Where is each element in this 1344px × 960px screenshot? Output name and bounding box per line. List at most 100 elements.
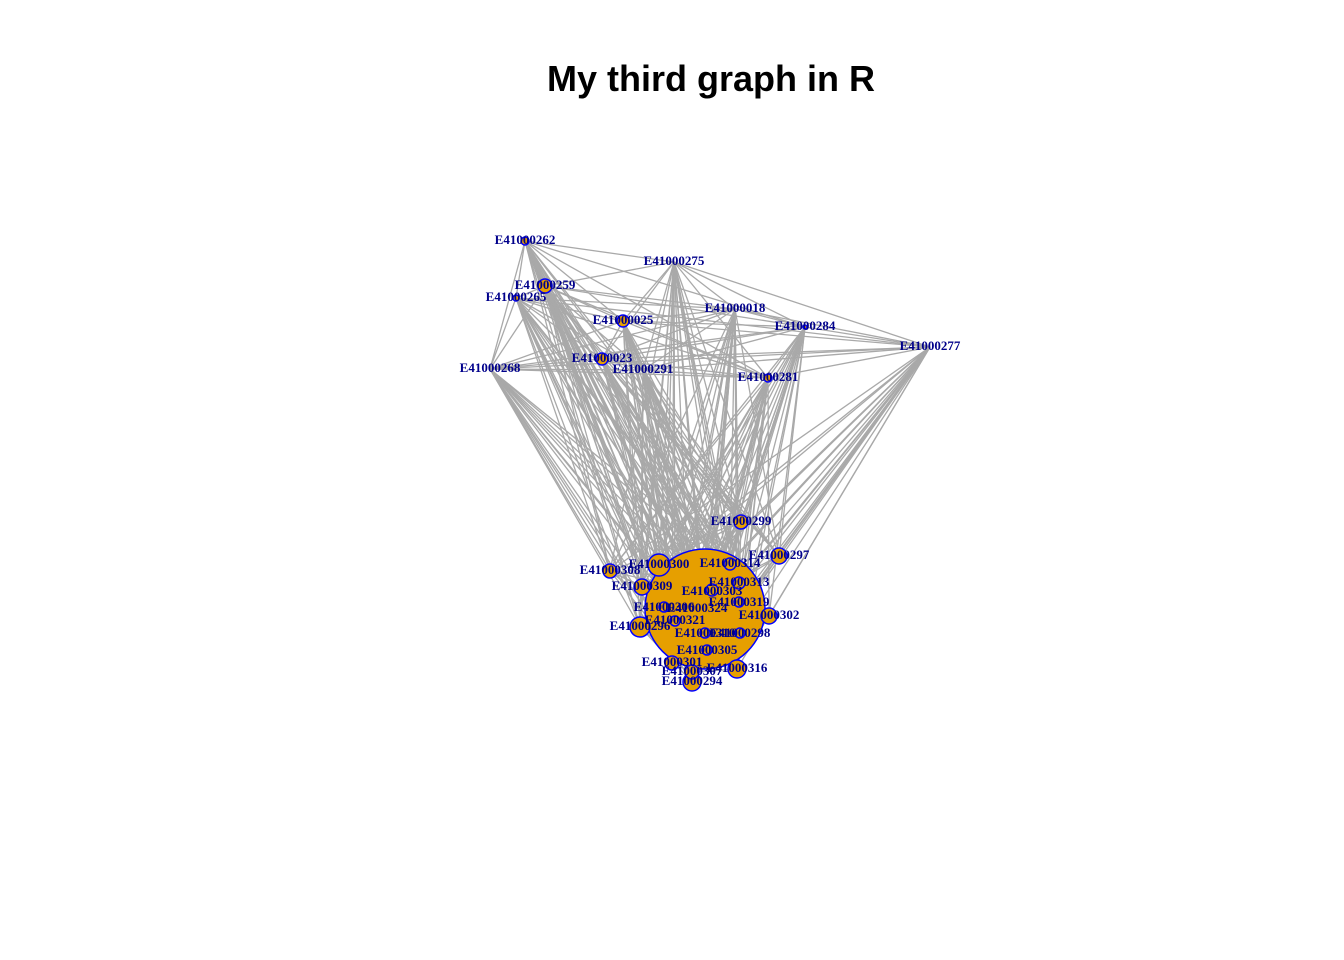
edge xyxy=(658,346,931,566)
node-label: E41000023 xyxy=(572,350,633,365)
edge xyxy=(734,308,806,328)
edge xyxy=(642,326,806,371)
node-label: E41000308 xyxy=(580,562,641,577)
node-label: E41000316 xyxy=(707,660,768,675)
edge xyxy=(768,326,806,617)
node-label: E41000303 xyxy=(682,583,743,598)
edge xyxy=(734,308,931,348)
edge xyxy=(609,521,742,572)
node-label: E41000324 xyxy=(667,600,728,615)
node-E41000308 xyxy=(602,563,618,579)
node-label: E41000300 xyxy=(629,556,690,571)
node-E41000262 xyxy=(520,236,530,246)
node-label: E41000297 xyxy=(749,547,810,562)
edge xyxy=(489,240,526,370)
edge xyxy=(622,320,769,379)
edge xyxy=(524,240,675,263)
node-label: E41000305 xyxy=(677,642,738,657)
edge xyxy=(489,326,806,370)
graph-title: My third graph in R xyxy=(547,58,875,99)
node-label: E41000262 xyxy=(495,232,556,247)
node-label: E41000284 xyxy=(775,318,836,333)
edge xyxy=(622,320,643,588)
node-E41000303 xyxy=(705,583,719,597)
node-E41000309 xyxy=(633,578,651,596)
node-label: E41000301 xyxy=(642,654,703,669)
edge xyxy=(524,240,806,328)
edge xyxy=(601,346,931,360)
node-label: E41000277 xyxy=(900,338,961,353)
node-label: E41000265 xyxy=(486,289,547,304)
edge xyxy=(515,297,931,348)
edge xyxy=(489,368,643,588)
node-E41000023 xyxy=(595,352,609,366)
edge xyxy=(641,377,769,588)
edge xyxy=(544,285,736,310)
node-label: E41000307 xyxy=(662,663,723,678)
edge xyxy=(489,368,740,584)
node-label: E41000259 xyxy=(515,277,576,292)
node-label: E41000309 xyxy=(612,578,673,593)
node-label: E41000321 xyxy=(645,612,706,627)
edge xyxy=(804,326,931,348)
node-label: E41000281 xyxy=(738,369,799,384)
node-E41000310 xyxy=(699,627,711,639)
edge xyxy=(767,377,770,617)
node-E41000297 xyxy=(770,547,788,565)
edge xyxy=(489,297,517,370)
edge xyxy=(642,369,742,523)
node-E41000284 xyxy=(802,324,808,330)
node-E41000305 xyxy=(701,644,713,656)
node-E41000298 xyxy=(734,627,746,639)
node-layer xyxy=(512,236,808,692)
edge xyxy=(489,368,731,565)
node-E41000302 xyxy=(760,607,778,625)
node-E41000314 xyxy=(723,557,737,571)
edge xyxy=(642,369,780,557)
edge xyxy=(673,261,806,328)
node-label: E41000310 xyxy=(675,625,736,640)
node-label: E41000319 xyxy=(709,594,770,609)
edge xyxy=(489,368,713,591)
edge xyxy=(673,261,931,348)
edge xyxy=(673,261,736,310)
node-E41000299 xyxy=(733,514,749,530)
node-E41000296 xyxy=(629,616,651,638)
node-label: E41000018 xyxy=(705,300,766,315)
edge xyxy=(489,368,641,628)
node-E41000313 xyxy=(732,576,746,590)
node-label: E41000313 xyxy=(709,574,770,589)
node-E41000281 xyxy=(763,373,773,383)
edge xyxy=(658,308,736,566)
node-E41000316 xyxy=(727,659,747,679)
node-E41000307 xyxy=(684,664,700,680)
node-label: E41000025 xyxy=(593,312,654,327)
node-E41000319 xyxy=(733,596,745,608)
node-E41000025 xyxy=(616,314,630,328)
edge xyxy=(601,261,675,360)
edge xyxy=(544,261,675,287)
node-label: E41000314 xyxy=(700,555,761,570)
node-label: E41000268 xyxy=(460,360,521,375)
node-label: E41000296 xyxy=(610,618,671,633)
edge xyxy=(642,346,931,371)
node-E41000301 xyxy=(664,655,680,671)
edge xyxy=(642,369,740,584)
edge xyxy=(673,261,769,379)
node-label: E41000294 xyxy=(662,673,723,688)
edge xyxy=(739,346,931,634)
node-E41000259 xyxy=(537,278,553,294)
node-E41000300 xyxy=(647,553,671,577)
node-label: E41000291 xyxy=(613,361,674,376)
edge xyxy=(489,368,673,664)
edge xyxy=(601,320,624,360)
node-label: E41000298 xyxy=(710,625,771,640)
edge xyxy=(609,377,769,572)
node-E41000306 xyxy=(658,601,670,613)
edge xyxy=(622,320,806,328)
node-label: E41000275 xyxy=(644,253,705,268)
node-label: E41000302 xyxy=(739,607,800,622)
edge xyxy=(622,320,641,628)
